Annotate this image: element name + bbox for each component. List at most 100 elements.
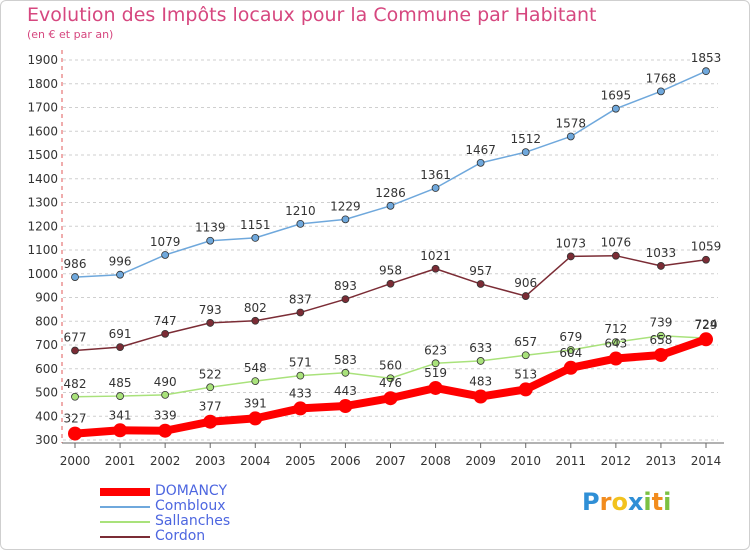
data-label-domancy: 433: [289, 386, 312, 400]
y-tick-label: 500: [35, 386, 58, 400]
data-label-cordon: 958: [379, 264, 402, 278]
data-point-cordon: [116, 343, 124, 352]
chart-title: Evolution des Impôts locaux pour la Comm…: [27, 4, 597, 26]
x-tick-label: 2014: [691, 454, 722, 468]
legend: DOMANCY Combloux Sallanches Cordon: [100, 483, 360, 544]
data-point-sallanches: [251, 377, 260, 386]
data-point-combloux: [611, 104, 620, 113]
data-point-combloux: [476, 158, 485, 167]
data-label-cordon: 1059: [691, 240, 722, 254]
y-tick-label: 300: [35, 433, 58, 447]
y-tick-label: 400: [35, 409, 58, 423]
x-tick-label: 2004: [240, 454, 271, 468]
data-point-cordon: [206, 319, 215, 327]
logo-letter: i: [643, 488, 652, 516]
data-label-domancy: 483: [469, 375, 492, 389]
data-point-combloux: [71, 273, 79, 281]
data-point-domancy: [518, 382, 533, 397]
data-point-cordon: [657, 262, 665, 270]
y-tick-label: 1900: [27, 53, 58, 67]
x-tick-label: 2012: [601, 454, 632, 468]
data-point-combloux: [161, 251, 170, 259]
data-label-combloux: 1512: [510, 132, 541, 146]
y-tick-label: 900: [35, 291, 58, 305]
x-tick-label: 2005: [285, 454, 316, 468]
data-point-cordon: [251, 316, 260, 325]
data-label-cordon: 906: [514, 276, 537, 290]
data-label-combloux: 986: [64, 257, 87, 271]
data-point-combloux: [296, 219, 305, 228]
legend-swatch-cordon: [100, 536, 150, 538]
data-label-cordon: 1033: [646, 246, 677, 260]
data-point-domancy: [338, 399, 353, 414]
data-label-combloux: 1286: [375, 186, 406, 200]
data-point-sallanches: [116, 392, 124, 400]
legend-label-domancy: DOMANCY: [155, 483, 228, 499]
data-label-cordon: 802: [244, 301, 267, 315]
data-point-cordon: [341, 295, 350, 304]
axes: 300 400 500 600 700 800 900 1000 1100 1200 1300 140…: [27, 50, 724, 468]
data-point-domancy: [293, 401, 308, 416]
data-point-cordon: [386, 279, 395, 288]
data-label-cordon: 793: [199, 303, 222, 317]
data-point-combloux: [431, 184, 440, 192]
data-point-sallanches: [611, 338, 620, 347]
y-tick-label: 1600: [27, 124, 58, 138]
data-label-sallanches: 522: [199, 367, 222, 381]
legend-label-combloux: Combloux: [155, 498, 226, 514]
data-point-sallanches: [476, 357, 485, 365]
y-tick-label: 700: [35, 338, 58, 352]
y-tick-label: 1200: [27, 219, 58, 233]
data-label-combloux: 1853: [691, 51, 722, 65]
x-tick-label: 2008: [420, 454, 451, 468]
data-label-cordon: 893: [334, 279, 357, 293]
legend-item-combloux: Combloux: [100, 498, 360, 514]
data-point-cordon: [611, 251, 620, 260]
data-point-sallanches: [431, 359, 440, 368]
data-point-sallanches: [206, 383, 215, 392]
data-label-sallanches: 485: [109, 376, 132, 390]
data-point-combloux: [657, 87, 665, 96]
data-label-sallanches: 712: [604, 322, 627, 336]
chart-subtitle: (en € et par an): [27, 28, 114, 41]
data-point-domancy: [473, 389, 488, 404]
x-tick-label: 2001: [105, 454, 136, 468]
data-label-sallanches: 571: [289, 356, 312, 370]
data-label-cordon: 1021: [420, 249, 451, 263]
data-point-combloux: [566, 132, 575, 141]
data-point-domancy: [563, 360, 578, 375]
data-point-domancy: [203, 414, 218, 429]
y-tick-label: 1500: [27, 148, 58, 162]
data-label-cordon: 677: [64, 330, 87, 344]
legend-swatch-sallanches: [100, 521, 150, 523]
data-point-domancy: [68, 426, 82, 441]
data-point-cordon: [566, 252, 575, 261]
x-tick-label: 2002: [150, 454, 181, 468]
y-tick-label: 1000: [27, 267, 58, 281]
x-tick-label: 2009: [465, 454, 496, 468]
data-label-combloux: 1768: [646, 71, 677, 85]
data-point-domancy: [248, 411, 263, 426]
data-label-combloux: 1151: [240, 218, 271, 232]
x-tick-label: 2003: [195, 454, 226, 468]
data-point-domancy: [653, 347, 668, 362]
y-tick-label: 600: [35, 362, 58, 376]
data-label-combloux: 1229: [330, 199, 361, 213]
data-point-cordon: [702, 255, 710, 264]
y-tick-label: 1100: [27, 243, 58, 257]
legend-swatch-domancy: [100, 488, 150, 496]
x-tick-label: 2000: [60, 454, 91, 468]
data-point-sallanches: [296, 371, 305, 380]
grid-lines: [63, 59, 718, 441]
data-label-cordon: 957: [469, 264, 492, 278]
data-label-domancy: 391: [244, 396, 267, 410]
x-tick-label: 2011: [556, 454, 587, 468]
data-label-sallanches: 633: [469, 341, 492, 355]
y-tick-label: 1800: [27, 77, 58, 91]
logo-letter: r: [599, 488, 612, 516]
data-point-domancy: [428, 380, 443, 395]
data-label-domancy: 377: [199, 400, 222, 414]
data-point-combloux: [251, 233, 260, 242]
data-point-cordon: [161, 329, 170, 338]
